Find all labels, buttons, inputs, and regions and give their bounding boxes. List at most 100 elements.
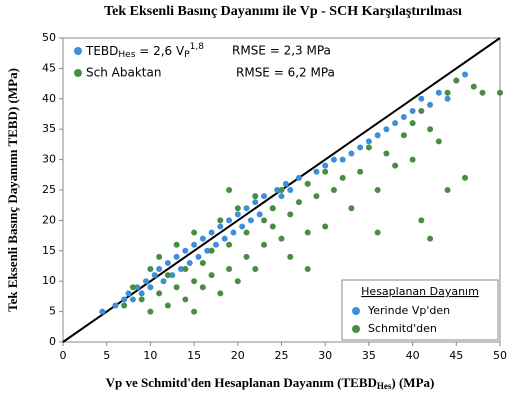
point bbox=[221, 235, 228, 242]
point bbox=[143, 278, 150, 285]
formula-rhs: = 2,6 V bbox=[135, 44, 185, 58]
rmse: RMSE = 6,2 MPa bbox=[236, 66, 335, 80]
point bbox=[374, 132, 381, 139]
point bbox=[156, 290, 163, 297]
point bbox=[418, 217, 425, 224]
point bbox=[173, 241, 180, 248]
point bbox=[304, 229, 311, 236]
point bbox=[304, 266, 311, 273]
point bbox=[204, 247, 211, 254]
sch-label: Sch Abaktan bbox=[86, 66, 161, 80]
point bbox=[217, 217, 224, 224]
point bbox=[226, 217, 233, 224]
point bbox=[278, 193, 285, 200]
point bbox=[243, 229, 250, 236]
point bbox=[160, 278, 167, 285]
annotation-box bbox=[68, 41, 358, 83]
point bbox=[243, 253, 250, 260]
point bbox=[427, 235, 434, 242]
point bbox=[226, 187, 233, 193]
chart-title: Tek Eksenli Basınç Dayanımı ile Vp - SCH… bbox=[104, 4, 462, 19]
point bbox=[121, 302, 128, 309]
x-tick-label: 0 bbox=[60, 349, 67, 362]
x-tick-label: 45 bbox=[449, 349, 463, 362]
point bbox=[151, 272, 158, 279]
y-tick-label: 0 bbox=[49, 335, 56, 348]
point bbox=[164, 302, 171, 309]
point bbox=[129, 296, 136, 303]
point bbox=[444, 187, 451, 193]
point bbox=[256, 211, 263, 218]
point bbox=[99, 308, 106, 315]
point bbox=[217, 290, 224, 297]
point bbox=[129, 284, 136, 291]
point bbox=[427, 126, 434, 133]
point bbox=[247, 217, 254, 224]
y-axis-label: Tek Eksenli Basınç Dayanımı TEBD) (MPa) bbox=[5, 68, 20, 312]
point bbox=[365, 144, 372, 151]
formula-exp: 1,8 bbox=[190, 42, 205, 52]
point bbox=[261, 217, 268, 224]
point bbox=[304, 180, 311, 187]
point bbox=[365, 138, 372, 145]
point bbox=[274, 187, 281, 193]
point bbox=[348, 205, 355, 212]
legend-marker bbox=[352, 325, 360, 333]
point bbox=[125, 290, 132, 297]
point bbox=[295, 174, 302, 181]
point bbox=[348, 150, 355, 157]
point bbox=[226, 241, 233, 248]
point bbox=[252, 266, 259, 273]
point bbox=[121, 296, 128, 303]
point bbox=[138, 290, 145, 297]
point bbox=[199, 284, 206, 291]
point bbox=[177, 266, 184, 273]
y-tick-label: 35 bbox=[42, 122, 56, 135]
point bbox=[392, 162, 399, 169]
x-label-text: Vp ve Schmitd'den Hesaplanan Dayanım (TE… bbox=[106, 375, 377, 390]
point bbox=[339, 156, 346, 163]
point bbox=[234, 205, 241, 212]
point bbox=[409, 156, 416, 163]
y-tick-label: 50 bbox=[42, 31, 56, 44]
point bbox=[322, 162, 329, 169]
point bbox=[164, 259, 171, 266]
point bbox=[217, 223, 224, 230]
rmse: RMSE = 2,3 MPa bbox=[232, 44, 331, 58]
point bbox=[479, 89, 486, 96]
point bbox=[169, 272, 176, 279]
legend-box bbox=[341, 279, 499, 341]
point bbox=[383, 126, 390, 133]
point bbox=[230, 229, 237, 236]
point bbox=[400, 132, 407, 139]
point bbox=[282, 180, 289, 187]
point bbox=[208, 272, 215, 279]
point bbox=[444, 95, 451, 102]
point bbox=[164, 272, 171, 279]
point bbox=[295, 199, 302, 206]
point bbox=[234, 211, 241, 218]
point bbox=[182, 247, 189, 254]
point bbox=[287, 187, 294, 193]
point bbox=[453, 77, 460, 84]
point bbox=[357, 168, 364, 175]
formula-lhs-sub: Hes bbox=[118, 50, 135, 60]
point bbox=[374, 187, 381, 193]
point bbox=[261, 241, 268, 248]
x-tick-label: 25 bbox=[275, 349, 289, 362]
point bbox=[147, 284, 154, 291]
point bbox=[418, 95, 425, 102]
point bbox=[374, 229, 381, 236]
point bbox=[199, 235, 206, 242]
y-tick-label: 25 bbox=[42, 183, 56, 196]
point bbox=[173, 284, 180, 291]
point bbox=[392, 120, 399, 127]
legend-title: Hesaplanan Dayanım bbox=[361, 285, 479, 298]
point bbox=[497, 89, 503, 96]
annotation-marker bbox=[74, 47, 82, 55]
point bbox=[269, 205, 276, 212]
formula-rhs-sub: P bbox=[184, 50, 190, 60]
point bbox=[462, 71, 469, 78]
point bbox=[435, 138, 442, 145]
